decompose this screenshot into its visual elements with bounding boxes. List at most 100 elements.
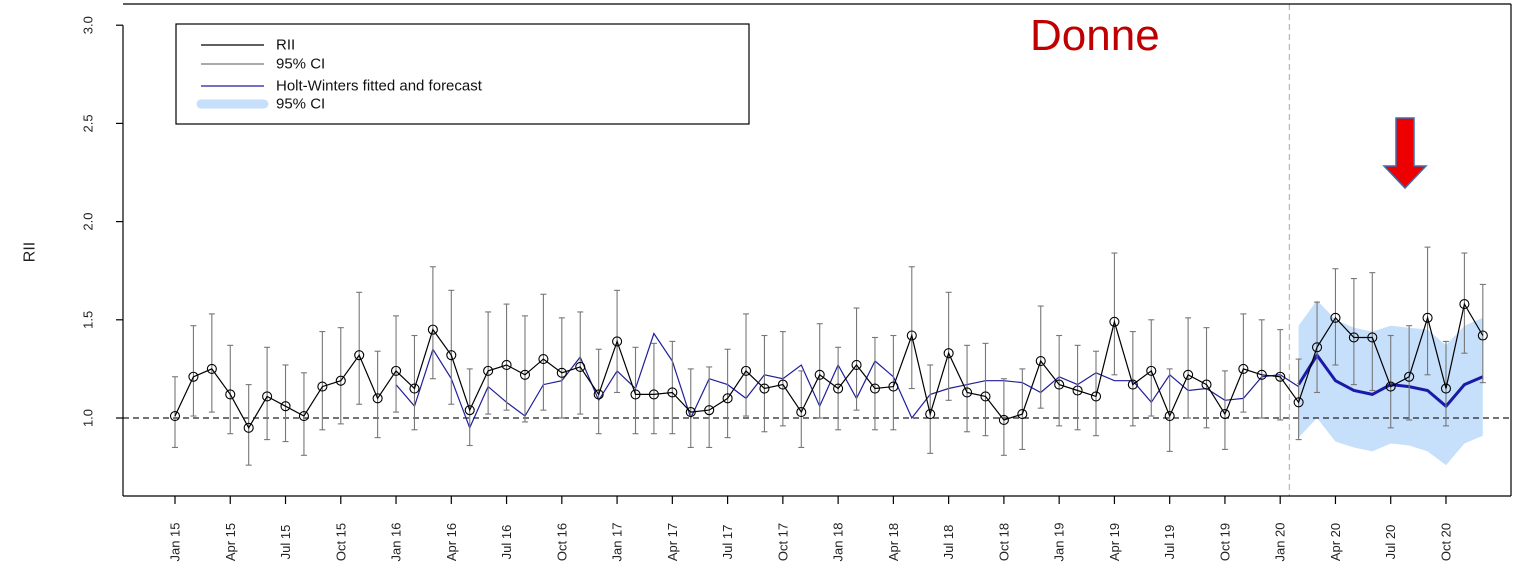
x-tick-label: Apr 19 bbox=[1107, 523, 1122, 561]
rii-point bbox=[777, 379, 788, 390]
rii-point bbox=[1477, 330, 1488, 341]
rii-point bbox=[280, 401, 291, 412]
ci-error-bar bbox=[1185, 317, 1192, 419]
x-tick-label: Oct 16 bbox=[554, 523, 569, 561]
y-tick-label: 2.5 bbox=[81, 114, 96, 132]
ci-error-bar bbox=[595, 348, 602, 435]
rii-point bbox=[538, 354, 549, 365]
x-tick-label: Oct 15 bbox=[333, 523, 348, 561]
rii-point bbox=[519, 369, 531, 380]
rii-point bbox=[1256, 369, 1267, 380]
legend-entry: 95% CI bbox=[201, 56, 325, 73]
ci-error-bar bbox=[374, 350, 381, 439]
ci-error-bar bbox=[208, 313, 215, 413]
ci-error-bar bbox=[743, 313, 750, 417]
ci-error-bar bbox=[853, 307, 860, 411]
rii-point bbox=[1201, 379, 1212, 390]
ci-error-bars-layer bbox=[172, 246, 1486, 466]
x-tick-label: Jul 15 bbox=[278, 525, 293, 560]
x-tick-label: Apr 18 bbox=[886, 523, 901, 561]
legend-label: 95% CI bbox=[276, 96, 325, 113]
rii-point bbox=[1146, 365, 1157, 376]
rii-point bbox=[483, 365, 494, 376]
legend-label: Holt-Winters fitted and forecast bbox=[276, 78, 483, 95]
hw-fitted-line bbox=[395, 332, 1299, 430]
x-tick-label: Jul 20 bbox=[1383, 525, 1398, 560]
rii-point bbox=[446, 350, 457, 361]
ci-error-bar bbox=[1000, 378, 1007, 456]
rii-point bbox=[169, 410, 181, 422]
rii-point bbox=[1109, 316, 1120, 327]
rii-point bbox=[1017, 409, 1028, 420]
x-tick-label: Jan 16 bbox=[389, 522, 404, 561]
ci-error-bar bbox=[964, 344, 971, 433]
ci-error-bar bbox=[521, 315, 528, 423]
rii-point bbox=[262, 391, 273, 402]
rii-point bbox=[685, 407, 696, 418]
rii-point bbox=[851, 359, 862, 371]
rii-point bbox=[722, 393, 733, 404]
y-axis-title: RII bbox=[22, 242, 39, 262]
x-tick-label: Jan 19 bbox=[1052, 522, 1067, 561]
ci-error-bar bbox=[1074, 344, 1081, 431]
ci-error-bar bbox=[1479, 283, 1486, 384]
ci-error-bar bbox=[264, 346, 271, 441]
x-tick-label: Apr 16 bbox=[444, 523, 459, 561]
x-tick-label: Apr 17 bbox=[665, 523, 680, 561]
legend-label: RII bbox=[276, 37, 295, 54]
legend-box bbox=[175, 23, 750, 125]
rii-point bbox=[1459, 299, 1470, 310]
x-tick-label: Oct 18 bbox=[996, 523, 1011, 561]
rii-point bbox=[1293, 397, 1304, 408]
rii-point bbox=[298, 410, 309, 422]
ci-error-bar bbox=[890, 334, 897, 431]
ci-error-bar bbox=[1148, 319, 1155, 417]
ci-error-bar bbox=[706, 366, 713, 449]
ci-error-bar bbox=[1332, 268, 1339, 366]
ci-error-bar bbox=[1406, 325, 1413, 421]
x-tick-label: Jan 15 bbox=[168, 522, 183, 561]
x-tick-label: Jan 20 bbox=[1273, 522, 1288, 561]
rii-point bbox=[1054, 379, 1065, 390]
rii-point bbox=[1404, 371, 1415, 382]
x-tick-label: Oct 19 bbox=[1217, 523, 1232, 561]
x-tick-label: Jan 17 bbox=[610, 522, 625, 561]
x-tick-label: Jul 16 bbox=[499, 525, 514, 560]
ci-error-bar bbox=[190, 325, 197, 417]
rii-point bbox=[556, 367, 567, 378]
rii-point bbox=[390, 365, 402, 376]
rii-point bbox=[188, 371, 199, 382]
rii-point bbox=[1072, 385, 1083, 396]
rii-point bbox=[1440, 383, 1452, 394]
legend-entry: RII bbox=[201, 37, 295, 54]
rii-point bbox=[980, 391, 991, 402]
rii-point bbox=[372, 393, 383, 404]
ci-error-bar bbox=[945, 291, 952, 401]
ci-error-bar bbox=[319, 331, 326, 431]
rii-point bbox=[206, 363, 217, 374]
y-tick-label: 1.5 bbox=[81, 311, 96, 329]
ci-error-bar bbox=[1350, 278, 1357, 386]
rii-point bbox=[925, 409, 936, 420]
ci-error-bar bbox=[540, 293, 547, 411]
ci-error-bar bbox=[687, 368, 694, 449]
ci-error-bar bbox=[1166, 368, 1173, 452]
rii-point bbox=[612, 336, 623, 347]
rii-series-layer bbox=[169, 299, 1488, 433]
rii-point bbox=[335, 375, 346, 386]
rii-point bbox=[1385, 381, 1396, 392]
ci-error-bar bbox=[503, 303, 510, 411]
rii-point bbox=[243, 422, 254, 433]
red-arrow-icon bbox=[1382, 117, 1428, 190]
rii-point bbox=[317, 381, 328, 392]
ci-error-bar bbox=[779, 331, 786, 427]
ci-error-bar bbox=[1277, 329, 1284, 421]
rii-point bbox=[888, 381, 899, 392]
ci-error-bar bbox=[1424, 246, 1431, 376]
legend-entry: 95% CI bbox=[196, 96, 325, 113]
rii-point bbox=[648, 389, 659, 400]
rii-point bbox=[1183, 369, 1194, 380]
annotation-label: Donne bbox=[1030, 11, 1160, 60]
